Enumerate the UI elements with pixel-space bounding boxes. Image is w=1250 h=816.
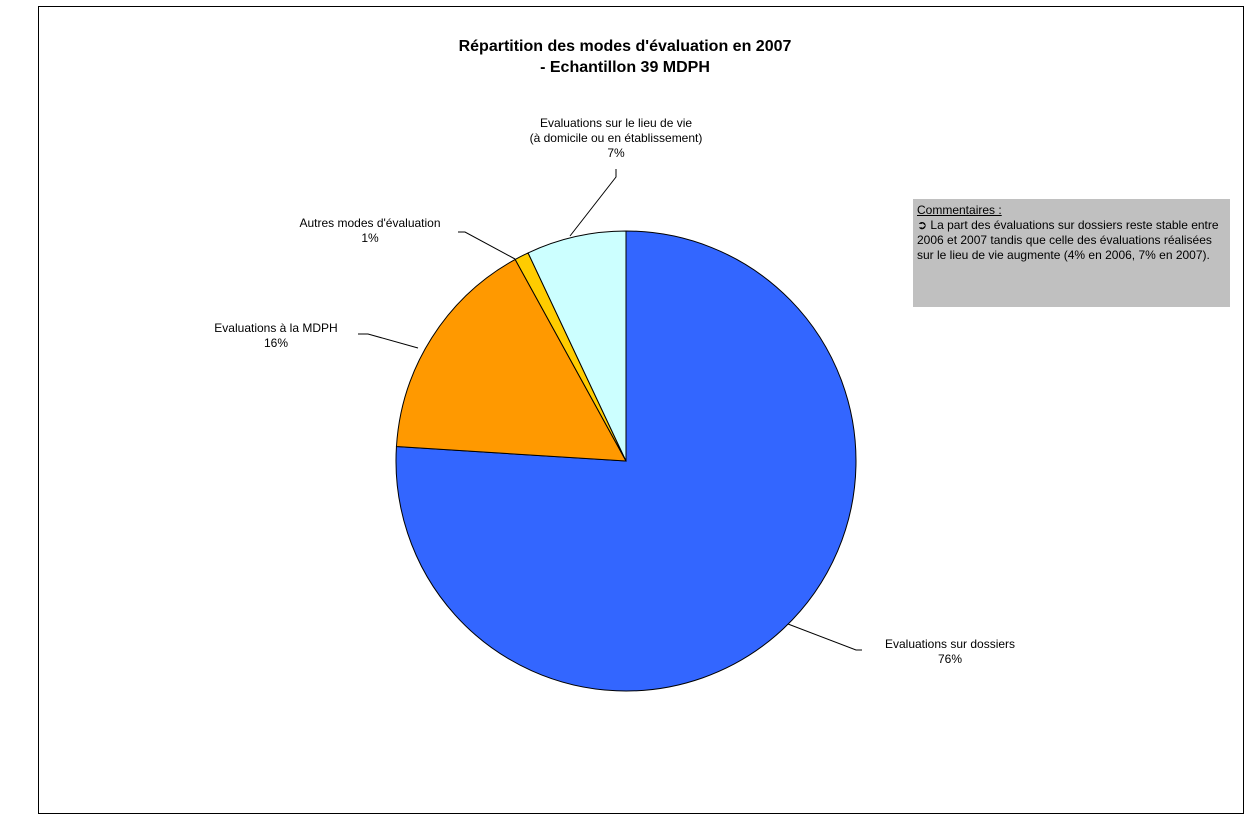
- data-label-lieu-de-vie: Evaluations sur le lieu de vie (à domici…: [476, 116, 756, 161]
- data-label-dossiers: Evaluations sur dossiers 76%: [860, 637, 1040, 667]
- slice-lieu-de-vie: [527, 230, 627, 462]
- leader-line-dossiers: [787, 623, 862, 651]
- data-label-mdph: Evaluations à la MDPH 16%: [196, 321, 356, 351]
- data-label-lieu-de-vie-name-line2: (à domicile ou en établissement): [529, 131, 703, 145]
- data-label-autres-name: Autres modes d'évaluation: [299, 216, 441, 230]
- data-label-lieu-de-vie-name-line1: Evaluations sur le lieu de vie: [539, 116, 693, 130]
- leader-line-mdph: [358, 333, 419, 349]
- data-label-autres: Autres modes d'évaluation 1%: [270, 216, 470, 246]
- slice-mdph: [395, 258, 627, 462]
- data-label-autres-value: 1%: [361, 231, 379, 245]
- comment-heading: Commentaires :: [917, 203, 1002, 217]
- data-label-lieu-de-vie-value: 7%: [607, 146, 625, 160]
- leader-line-lieu-de-vie: [569, 169, 617, 237]
- chart-title-line1: Répartition des modes d'évaluation en 20…: [458, 38, 792, 55]
- slice-dossiers: [395, 230, 857, 692]
- comment-box: Commentaires : ➲ La part des évaluations…: [913, 199, 1230, 307]
- data-label-mdph-name: Evaluations à la MDPH: [214, 321, 338, 335]
- data-label-dossiers-name: Evaluations sur dossiers: [884, 637, 1016, 651]
- comment-body: ➲ La part des évaluations sur dossiers r…: [917, 218, 1224, 263]
- chart-title-line2: - Echantillon 39 MDPH: [540, 59, 710, 76]
- data-label-mdph-value: 16%: [263, 336, 289, 350]
- comment-text: La part des évaluations sur dossiers res…: [917, 218, 1219, 262]
- data-label-dossiers-value: 76%: [937, 652, 963, 666]
- chart-title: Répartition des modes d'évaluation en 20…: [0, 36, 1250, 78]
- leader-line-autres: [458, 231, 516, 260]
- arrow-icon: ➲: [917, 218, 928, 232]
